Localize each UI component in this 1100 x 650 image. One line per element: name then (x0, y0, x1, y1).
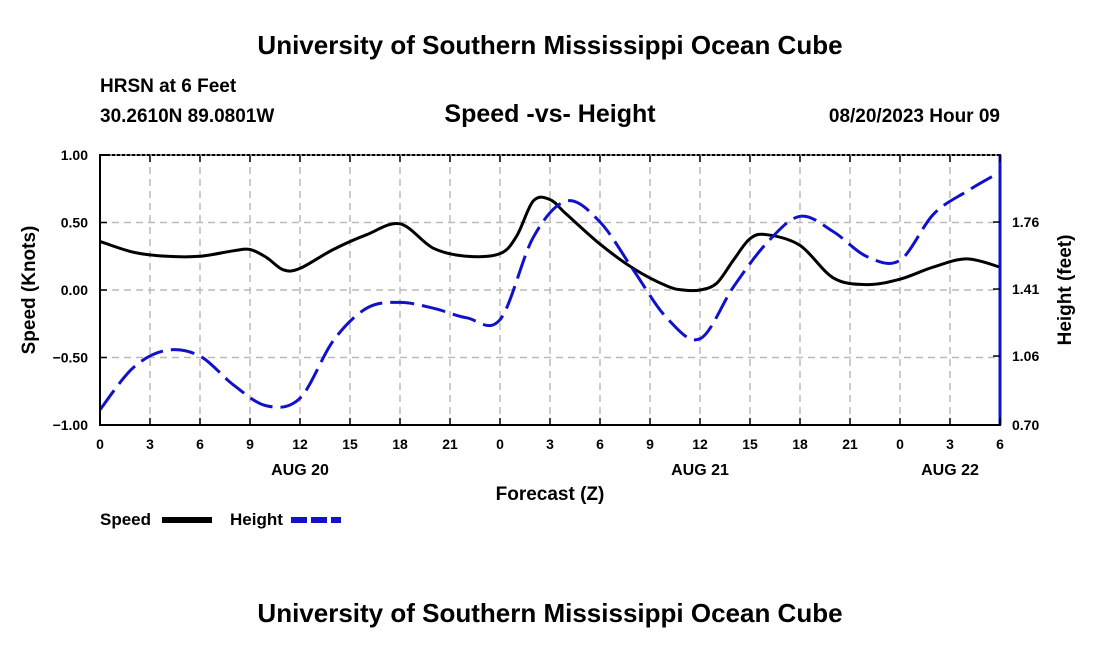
x-tick-label: 15 (342, 436, 358, 452)
x-tick-label: 6 (596, 436, 604, 452)
y2-axis-label: Height (feet) (1055, 235, 1076, 346)
series (98, 170, 1001, 411)
x-tick-label: 9 (646, 436, 654, 452)
x-tick-label: 21 (842, 436, 858, 452)
x-tick-label: 18 (792, 436, 808, 452)
y2-tick-label: 1.41 (1012, 281, 1039, 297)
x-tick-label: 0 (496, 436, 504, 452)
x-tick-label: 3 (946, 436, 954, 452)
y-tick-label: −1.00 (53, 417, 89, 433)
date-label: AUG 22 (921, 462, 979, 479)
x-tick-label: 3 (146, 436, 154, 452)
y-axis-label: Speed (Knots) (19, 226, 40, 355)
y2-tick-label: 0.70 (1012, 417, 1039, 433)
series-line-height (98, 170, 1001, 411)
x-tick-label: 0 (896, 436, 904, 452)
x-tick-label: 12 (292, 436, 308, 452)
series-line-speed (99, 195, 1001, 293)
x-tick-label: 12 (692, 436, 708, 452)
x-tick-label: 9 (246, 436, 254, 452)
x-tick-label: 6 (996, 436, 1004, 452)
legend-height-label: Height (230, 510, 283, 529)
x-tick-label: 6 (196, 436, 204, 452)
station-coordinates: 30.2610N 89.0801W (100, 106, 275, 127)
x-tick-label: 0 (96, 436, 104, 452)
x-tick-label: 18 (392, 436, 408, 452)
x-tick-label: 3 (546, 436, 554, 452)
legend: Speed Height (100, 510, 341, 529)
legend-speed-label: Speed (100, 510, 151, 529)
forecast-datetime: 08/20/2023 Hour 09 (828, 106, 1000, 127)
station-label: HRSN at 6 Feet (100, 76, 237, 97)
y2-tick-label: 1.76 (1012, 214, 1039, 230)
x-axis-label: Forecast (Z) (496, 484, 605, 505)
x-tick-label: 15 (742, 436, 758, 452)
main-title: University of Southern Mississippi Ocean… (257, 30, 843, 60)
grid (100, 155, 1000, 425)
y-tick-label: 0.00 (61, 282, 88, 298)
date-label: AUG 21 (671, 462, 729, 479)
y2-tick-label: 1.06 (1012, 348, 1039, 364)
y-tick-label: 0.50 (61, 215, 88, 231)
footer-title: University of Southern Mississippi Ocean… (257, 598, 843, 628)
ticks: 0 3 6 9 12 15 18 21 0 3 6 9 12 15 18 21 0 3 6 AUG 20 AUG 21 A… (53, 147, 1040, 479)
x-tick-label: 21 (442, 436, 458, 452)
y-tick-label: 1.00 (61, 147, 88, 163)
chart-title: Speed -vs- Height (444, 100, 656, 128)
date-label: AUG 20 (271, 462, 329, 479)
y-tick-label: −0.50 (53, 350, 89, 366)
